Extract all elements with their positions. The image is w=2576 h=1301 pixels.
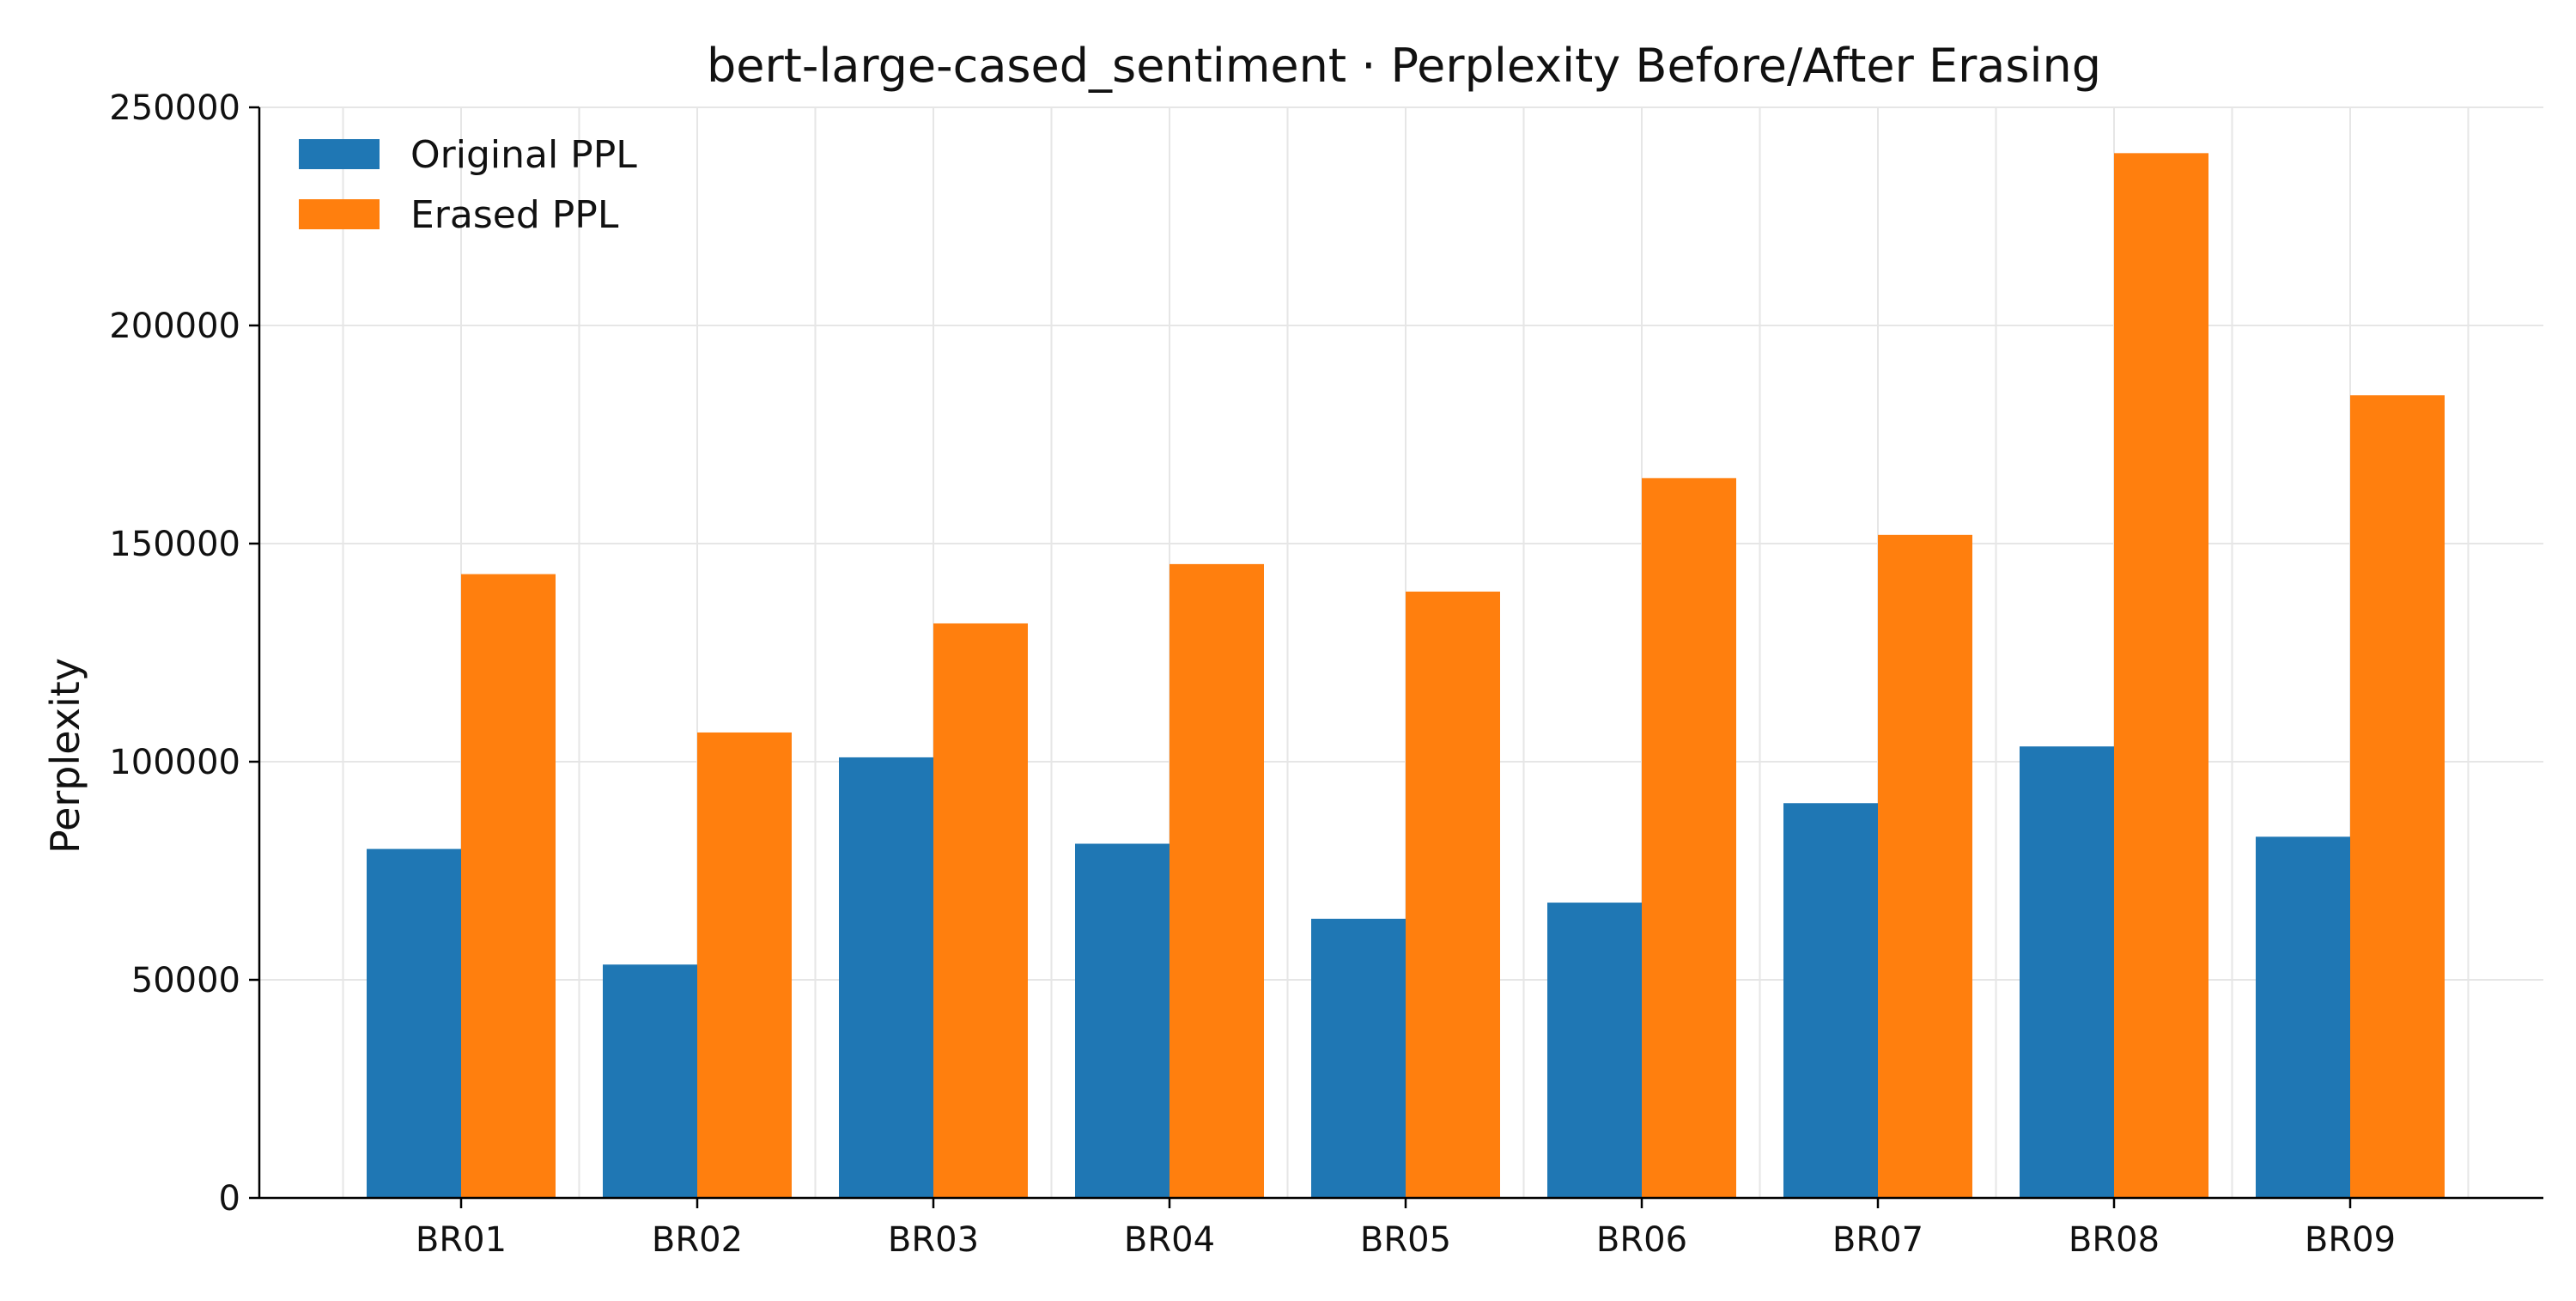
legend-swatch [299, 199, 380, 229]
bar-original-ppl-br02 [603, 964, 697, 1198]
bar-original-ppl-br05 [1311, 918, 1406, 1198]
legend-label: Erased PPL [410, 193, 619, 237]
bar-erased-ppl-br09 [2350, 395, 2445, 1198]
bar-original-ppl-br09 [2256, 836, 2350, 1198]
y-tick-label: 100000 [109, 743, 240, 782]
bar-original-ppl-br08 [2020, 746, 2114, 1198]
y-tick-label: 50000 [131, 961, 240, 1000]
x-tick-label: BR05 [1360, 1220, 1451, 1260]
y-axis-label: Perplexity [42, 658, 88, 854]
bar-original-ppl-br04 [1075, 843, 1170, 1198]
x-tick-label: BR08 [2069, 1220, 2160, 1260]
x-tick-label: BR02 [652, 1220, 743, 1260]
bar-erased-ppl-br08 [2114, 153, 2208, 1199]
axes-layer: 0 50000 100000 150000 200000 250000 BR01 BR02 BR… [109, 88, 2543, 1260]
bar-original-ppl-br03 [839, 757, 933, 1198]
legend-swatch [299, 139, 380, 169]
x-tick-label: BR06 [1596, 1220, 1687, 1260]
x-tick-label: BR09 [2305, 1220, 2396, 1260]
legend: Original PPL Erased PPL [299, 133, 637, 237]
x-tick-label: BR04 [1124, 1220, 1215, 1260]
bar-erased-ppl-br02 [697, 732, 792, 1198]
bar-erased-ppl-br07 [1878, 534, 1972, 1198]
y-tick-label: 250000 [109, 88, 240, 128]
bar-original-ppl-br07 [1783, 803, 1878, 1198]
y-tick-label: 0 [219, 1179, 240, 1219]
chart-title: bert-large-cased_sentiment · Perplexity … [707, 39, 2101, 93]
bar-erased-ppl-br01 [461, 574, 556, 1198]
bar-erased-ppl-br05 [1406, 591, 1500, 1198]
y-tick-label: 200000 [109, 307, 240, 346]
x-tick-label: BR01 [416, 1220, 507, 1260]
y-tick-label: 150000 [109, 525, 240, 564]
bar-erased-ppl-br04 [1170, 563, 1264, 1198]
bar-erased-ppl-br03 [933, 623, 1028, 1198]
x-tick-label: BR03 [888, 1220, 979, 1260]
x-tick-label: BR07 [1832, 1220, 1923, 1260]
bar-original-ppl-br01 [367, 848, 461, 1198]
bar-original-ppl-br06 [1547, 903, 1642, 1198]
bar-erased-ppl-br06 [1642, 477, 1736, 1198]
bars-layer [367, 153, 2445, 1199]
legend-label: Original PPL [410, 133, 637, 177]
